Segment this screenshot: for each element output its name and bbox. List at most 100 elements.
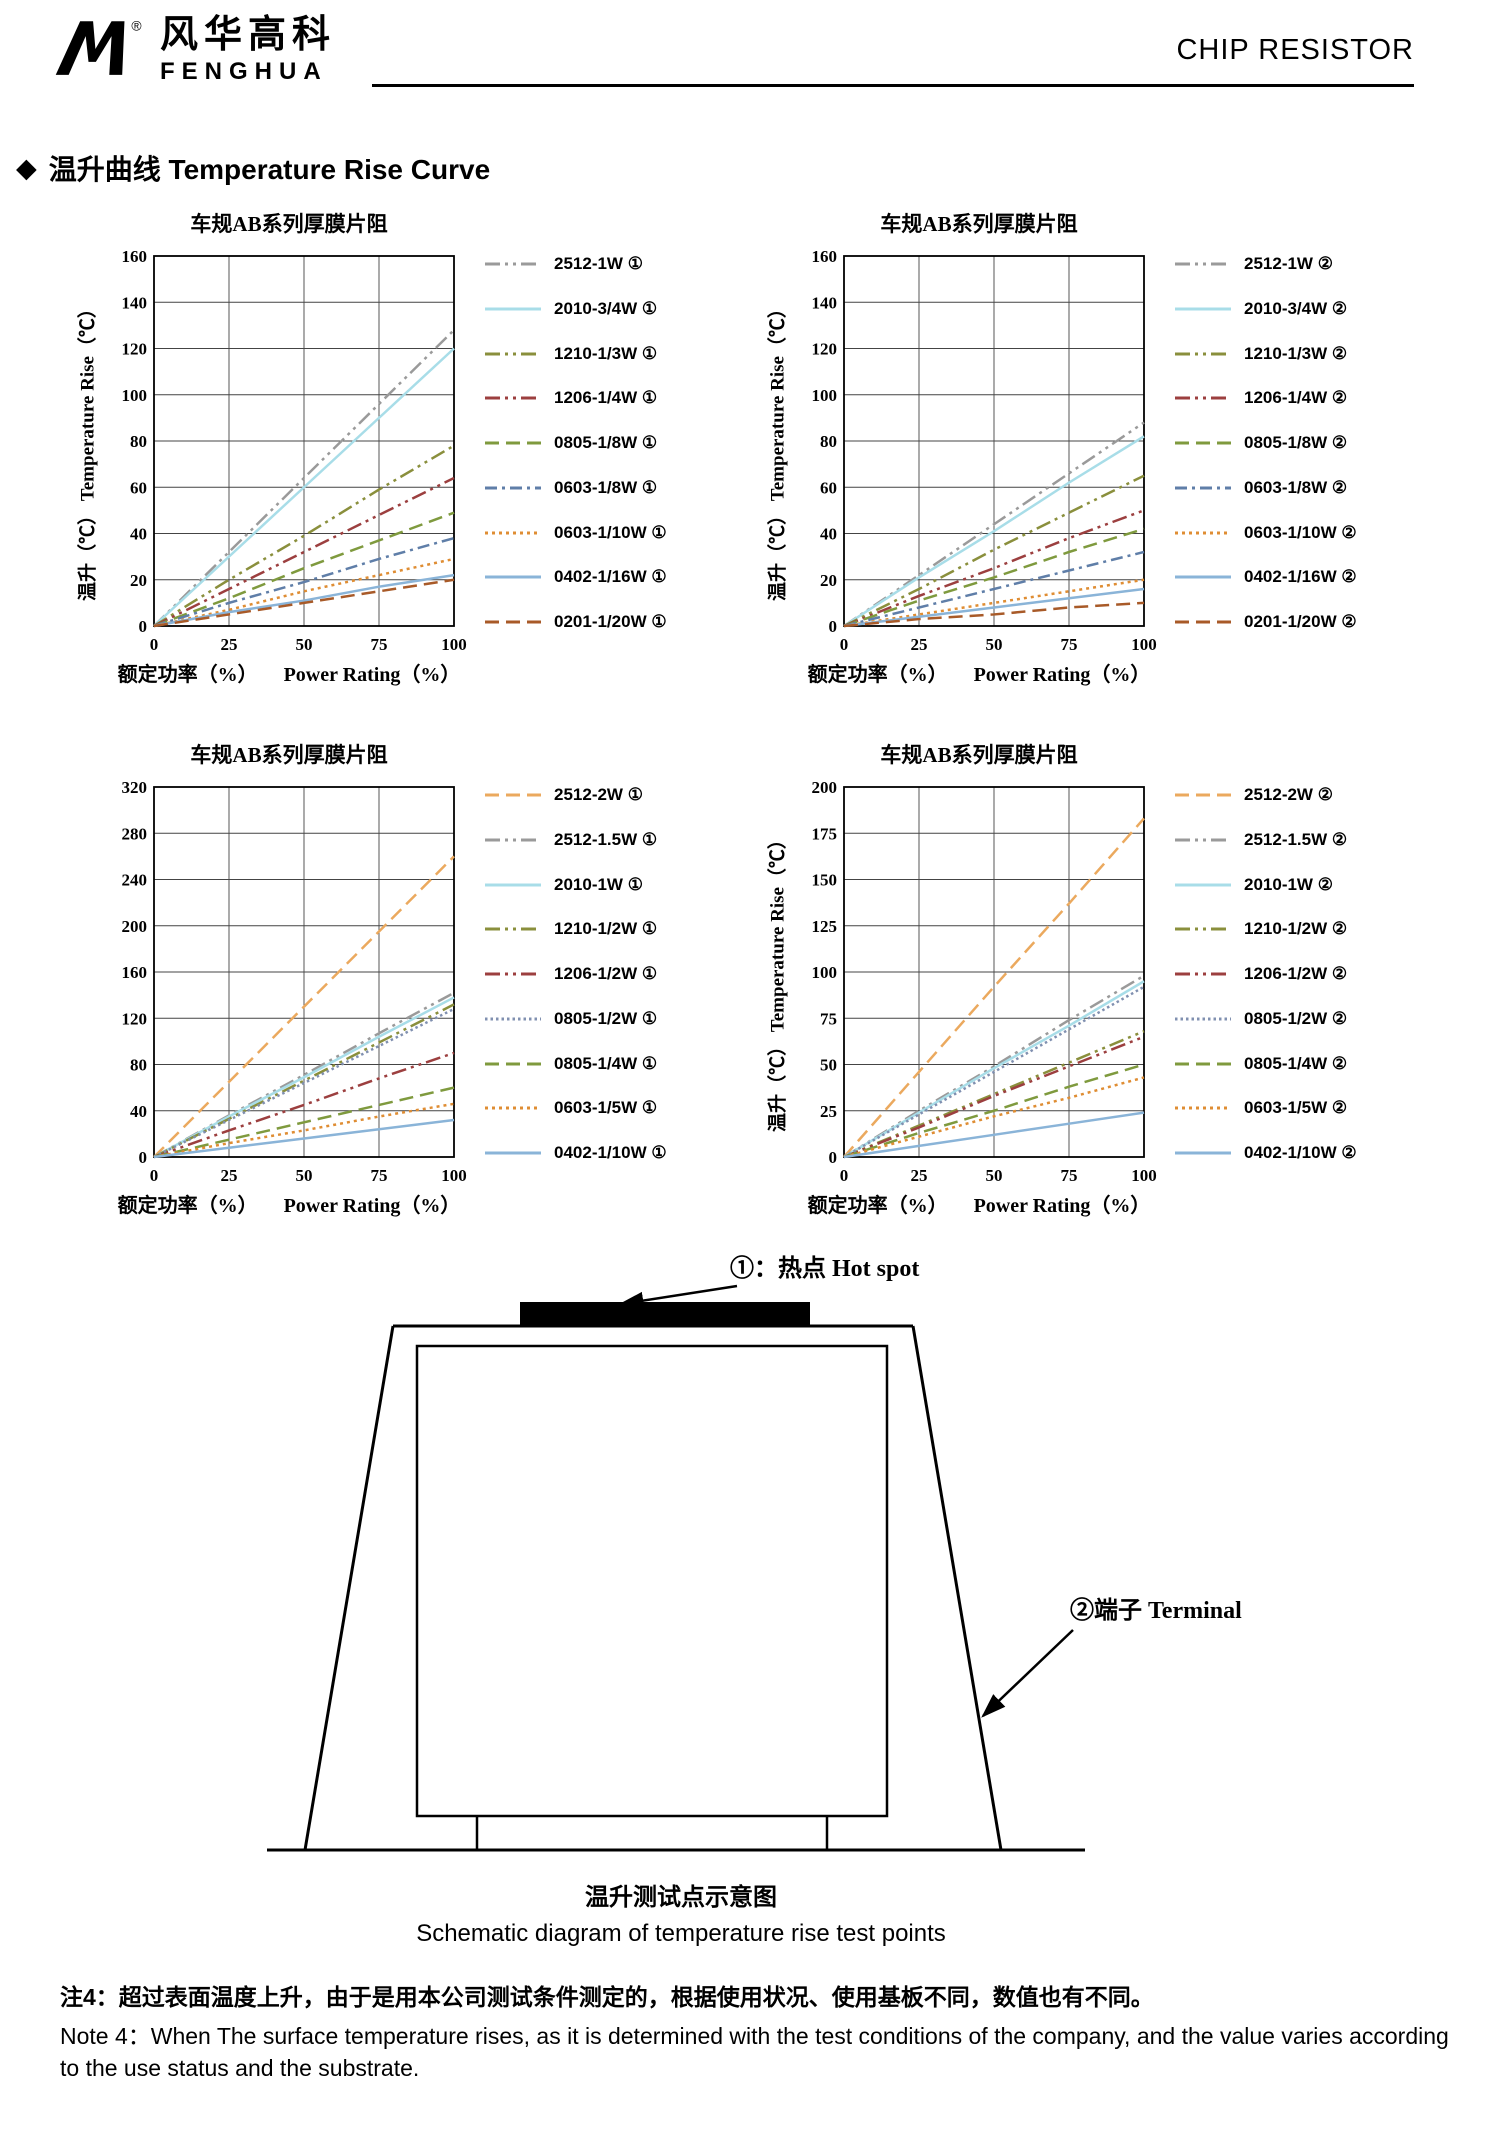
legend-label: 1210-1/2W ① bbox=[554, 919, 658, 939]
series-line bbox=[153, 1007, 455, 1159]
resistor-body bbox=[415, 1344, 889, 1818]
left-terminal-lead bbox=[303, 1325, 395, 1851]
legend-label: 0402-1/10W ② bbox=[1244, 1143, 1357, 1162]
x-tick-label: 0 bbox=[150, 635, 159, 654]
legend-label: 2010-3/4W ① bbox=[554, 298, 658, 318]
legend-entry: 1210-1/2W ② bbox=[1174, 919, 1420, 939]
legend-label: 1206-1/4W ① bbox=[554, 388, 658, 408]
y-tick-label: 50 bbox=[820, 1056, 837, 1075]
legend-entry: 2010-3/4W ② bbox=[1174, 299, 1420, 319]
y-tick-label: 80 bbox=[820, 432, 837, 451]
hotspot-bar bbox=[520, 1302, 810, 1326]
legend-label: 2512-1W ② bbox=[1244, 254, 1333, 273]
x-tick-label: 75 bbox=[371, 635, 388, 654]
diamond-icon: ◆ bbox=[16, 152, 37, 183]
schematic-diagram: ①：热点 Hot spot ②端子 Terminal 温升测试点示意图 Sche… bbox=[225, 1250, 1395, 1948]
right-terminal-lead bbox=[911, 1325, 1003, 1851]
y-tick-label: 0 bbox=[139, 1148, 148, 1167]
series-line bbox=[153, 329, 455, 627]
hotspot-label: ①：热点 Hot spot bbox=[730, 1254, 919, 1282]
header-rule bbox=[372, 84, 1414, 87]
series-line bbox=[843, 817, 1145, 1158]
legend-label: 2010-1W ① bbox=[554, 874, 643, 894]
legend-entry: 1206-1/4W ① bbox=[484, 388, 730, 408]
legend-line-icon bbox=[1175, 531, 1231, 534]
chart-title: 车规AB系列厚膜片阻 bbox=[190, 743, 388, 767]
legend-label: 2512-2W ② bbox=[1244, 785, 1333, 804]
x-tick-label: 100 bbox=[1131, 635, 1157, 654]
y-tick-label: 100 bbox=[812, 386, 838, 405]
series-line bbox=[843, 578, 1145, 628]
y-tick-label: 40 bbox=[820, 525, 837, 544]
legend-line-icon bbox=[1175, 793, 1231, 797]
legend-line-icon bbox=[1175, 352, 1231, 355]
legend-line-icon bbox=[485, 486, 541, 490]
legend-line-icon bbox=[485, 1062, 541, 1065]
legend-label: 0603-1/8W ① bbox=[554, 477, 658, 497]
y-tick-label: 80 bbox=[130, 1056, 147, 1075]
legend-label: 1206-1/4W ② bbox=[1244, 388, 1348, 408]
series-line bbox=[153, 511, 455, 628]
legend-label: 0805-1/4W ② bbox=[1244, 1053, 1348, 1073]
x-tick-label: 75 bbox=[371, 1166, 388, 1185]
legend-entry: 2010-1W ① bbox=[484, 875, 730, 895]
legend-line-icon bbox=[1175, 883, 1231, 886]
series-line bbox=[843, 980, 1145, 1159]
y-tick-label: 240 bbox=[122, 871, 148, 890]
series-line bbox=[153, 1086, 455, 1159]
x-tick-label: 75 bbox=[1061, 635, 1078, 654]
legend-label: 0805-1/8W ② bbox=[1244, 433, 1348, 452]
chart-plot-area: 0 20 40 60 80 100 120 140 160 0 25 50 75 100 bbox=[792, 242, 1160, 658]
fenghua-logo-icon: ® bbox=[55, 18, 142, 75]
x-tick-label: 100 bbox=[441, 1166, 467, 1185]
legend-entry: 2512-2W ① bbox=[484, 785, 730, 805]
legend-line-icon bbox=[485, 927, 541, 931]
y-tick-label: 20 bbox=[820, 571, 837, 590]
y-tick-label: 200 bbox=[122, 917, 148, 936]
y-tick-label: 125 bbox=[812, 917, 838, 936]
chart-title: 车规AB系列厚膜片阻 bbox=[190, 212, 388, 236]
y-tick-label: 120 bbox=[812, 340, 838, 359]
fenghua-logo: ® 风华高科 FENGHUA bbox=[52, 14, 336, 86]
line-chart: 0 20 40 60 80 100 120 140 160 0 25 50 75 100 bbox=[122, 247, 467, 654]
y-tick-label: 140 bbox=[122, 293, 148, 312]
legend-line-icon bbox=[1175, 1151, 1231, 1155]
y-tick-label: 160 bbox=[122, 247, 148, 266]
legend-label: 0603-1/5W ① bbox=[554, 1098, 658, 1118]
legend-entry: 2512-1.5W ① bbox=[484, 830, 730, 850]
legend-label: 2010-3/4W ② bbox=[1244, 298, 1348, 318]
x-tick-label: 0 bbox=[840, 635, 849, 654]
y-tick-label: 100 bbox=[812, 963, 838, 982]
legend-line-icon bbox=[1175, 1017, 1231, 1021]
legend-entry: 1210-1/2W ① bbox=[484, 919, 730, 939]
legend-label: 1210-1/3W ① bbox=[554, 343, 658, 363]
legend-entry: 2512-1.5W ② bbox=[1174, 830, 1420, 850]
y-tick-label: 120 bbox=[122, 340, 148, 359]
legend-label: 0805-1/2W ① bbox=[554, 1008, 658, 1028]
legend-label: 0603-1/5W ② bbox=[1244, 1098, 1348, 1118]
x-tick-label: 25 bbox=[221, 635, 238, 654]
legend-line-icon bbox=[1175, 262, 1231, 266]
legend-entry: 0402-1/16W ① bbox=[484, 567, 730, 587]
legend-line-icon bbox=[485, 620, 541, 624]
chart-plot-area: 0 20 40 60 80 100 120 140 160 0 25 50 75 100 bbox=[102, 242, 470, 658]
legend-line-icon bbox=[1175, 927, 1231, 931]
legend-entry: 0402-1/10W ① bbox=[484, 1143, 730, 1163]
chart-title: 车规AB系列厚膜片阻 bbox=[880, 212, 1078, 236]
y-axis-label bbox=[70, 773, 102, 1189]
chart-legend: 2512-1W ② 2010-3/4W ② 1210-1/3W ② 1206-1/4W… bbox=[1174, 254, 1420, 632]
x-tick-label: 0 bbox=[840, 1166, 849, 1185]
y-axis-label: 温升（℃） Temperature Rise（℃） bbox=[77, 299, 99, 601]
legend-line-icon bbox=[485, 838, 541, 842]
series-line bbox=[843, 601, 1145, 628]
x-tick-label: 75 bbox=[1061, 1166, 1078, 1185]
legend-line-icon bbox=[485, 575, 541, 579]
y-tick-label: 0 bbox=[139, 617, 148, 636]
y-tick-label: 160 bbox=[122, 963, 148, 982]
legend-label: 0603-1/10W ① bbox=[554, 522, 667, 542]
series-line bbox=[153, 536, 455, 628]
legend-entry: 2512-1W ① bbox=[484, 254, 730, 274]
legend-label: 2512-1W ① bbox=[554, 254, 643, 273]
note4-cn: 注4：超过表面温度上升，由于是用本公司测试条件测定的，根据使用状况、使用基板不同… bbox=[60, 1984, 1154, 2010]
